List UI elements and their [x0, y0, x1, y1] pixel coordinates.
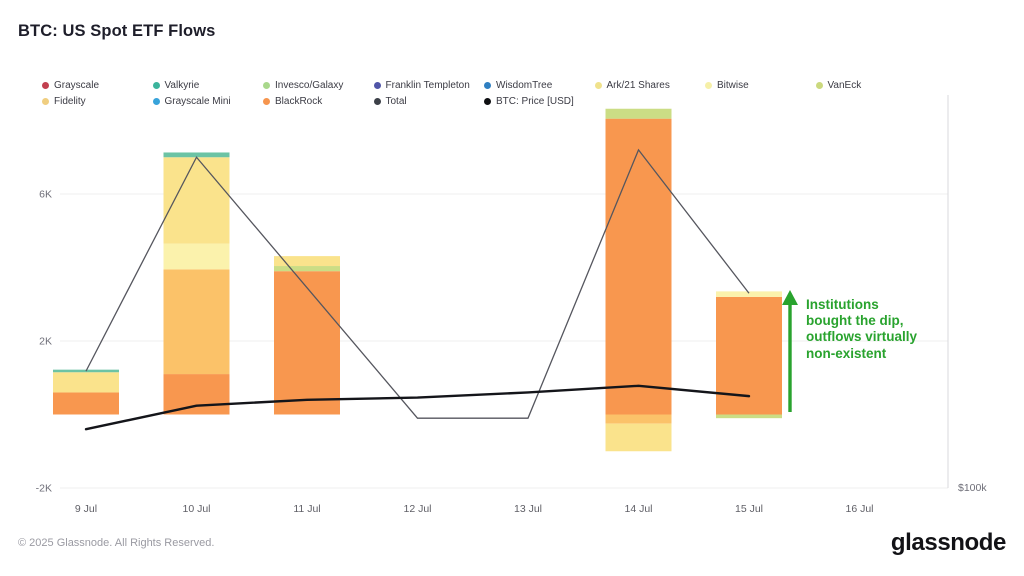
legend-item-wisdomtree[interactable]: WisdomTree	[484, 80, 595, 91]
bar-segment-valkyrie[interactable]	[163, 152, 230, 158]
legend-dot-icon	[42, 97, 49, 105]
y-axis-tick-label: -2K	[36, 483, 52, 495]
legend-dot-icon	[705, 81, 712, 89]
bar-segment-ark-21-shares[interactable]	[53, 372, 119, 393]
legend-item-total[interactable]: Total	[373, 95, 485, 107]
legend-item-invesco-galaxy[interactable]: Invesco/Galaxy	[263, 80, 374, 91]
legend-item-label: Valkyrie	[164, 79, 200, 91]
legend-item-valkyrie[interactable]: Valkyrie	[152, 79, 264, 91]
legend-item-grayscale-mini[interactable]: Grayscale Mini	[152, 95, 264, 107]
page-title: BTC: US Spot ETF Flows	[18, 22, 216, 40]
annotation-text: Institutions bought the dip, outflows vi…	[806, 297, 918, 361]
legend-dot-icon	[373, 97, 381, 105]
bar-segment-vaneck[interactable]	[274, 266, 340, 272]
legend-dot-icon	[152, 97, 160, 105]
legend-dot-icon	[152, 81, 160, 89]
legend-dot-icon	[373, 81, 381, 89]
legend-item-label: Invesco/Galaxy	[275, 79, 344, 91]
y-axis-tick-label: 6K	[39, 189, 52, 201]
bar-segment-bitwise[interactable]	[163, 243, 230, 270]
annotation-arrow-head-icon	[782, 290, 798, 305]
chart-legend: Grayscale Valkyrie Invesco/Galaxy Franklin …	[42, 77, 926, 109]
bar-segment-vaneck[interactable]	[605, 108, 672, 119]
legend-dot-icon	[815, 81, 823, 89]
legend-dot-icon	[42, 81, 49, 89]
legend-item-label: Grayscale Mini	[164, 95, 231, 107]
legend-item-ark-21-shares[interactable]: Ark/21 Shares	[594, 79, 706, 91]
x-axis-tick-label: 15 Jul	[735, 503, 763, 515]
bar-segment-blackrock[interactable]	[274, 271, 340, 415]
right-axis-tick-label: $100k	[958, 482, 987, 494]
legend-item-franklin-templeton[interactable]: Franklin Templeton	[373, 79, 485, 91]
legend-item-label: WisdomTree	[496, 79, 553, 91]
bar-segment-ark-21-shares[interactable]	[274, 256, 340, 267]
x-axis-tick-label: 14 Jul	[624, 503, 652, 515]
x-axis-tick-label: 10 Jul	[182, 503, 210, 515]
x-axis-tick-label: 12 Jul	[403, 503, 431, 515]
legend-item-vaneck[interactable]: VanEck	[815, 79, 927, 91]
total-line	[85, 148, 750, 419]
bar-segment-ark-21-shares[interactable]	[605, 423, 672, 452]
legend-item-grayscale[interactable]: Grayscale	[42, 80, 153, 91]
x-axis-tick-label: 13 Jul	[514, 503, 542, 515]
legend-item-label: Franklin Templeton	[385, 79, 470, 91]
bar-segment-blackrock[interactable]	[53, 392, 119, 415]
legend-item-bitwise[interactable]: Bitwise	[705, 80, 816, 91]
glassnode-logo: glassnode	[890, 529, 1007, 556]
legend-dot-icon	[594, 81, 602, 89]
y-axis-tick-label: 2K	[39, 336, 52, 348]
legend-dot-icon	[484, 97, 491, 105]
legend-item-label: BTC: Price [USD]	[496, 95, 574, 107]
x-axis-tick-label: 9 Jul	[75, 503, 97, 515]
bar-segment-ark-21-shares[interactable]	[163, 157, 230, 244]
legend-item-blackrock[interactable]: BlackRock	[263, 96, 374, 107]
legend-item-label: Fidelity	[54, 95, 86, 107]
legend-dot-icon	[484, 81, 491, 89]
legend-item-btc-price-usd-[interactable]: BTC: Price [USD]	[484, 96, 595, 107]
bar-segment-blackrock[interactable]	[163, 374, 230, 415]
legend-item-fidelity[interactable]: Fidelity	[42, 96, 153, 107]
legend-item-label: VanEck	[827, 79, 862, 91]
price-line	[84, 384, 751, 431]
legend-item-label: Ark/21 Shares	[606, 79, 670, 91]
bar-segment-blackrock[interactable]	[605, 118, 672, 415]
legend-item-label: BlackRock	[275, 95, 323, 107]
x-axis-tick-label: 16 Jul	[845, 503, 873, 515]
x-axis-tick-label: 11 Jul	[293, 503, 320, 515]
footer-copyright: © 2025 Glassnode. All Rights Reserved.	[18, 537, 215, 549]
legend-item-label: Grayscale	[54, 79, 100, 91]
legend-dot-icon	[263, 97, 270, 105]
bar-segment-bitwise[interactable]	[716, 291, 782, 297]
bar-segment-vaneck[interactable]	[716, 414, 782, 419]
bar-segment-fidelity[interactable]	[605, 414, 672, 424]
legend-item-label: Total	[385, 95, 407, 107]
legend-item-label: Bitwise	[717, 79, 749, 91]
legend-dot-icon	[263, 81, 270, 89]
bar-segment-fidelity[interactable]	[163, 269, 230, 375]
